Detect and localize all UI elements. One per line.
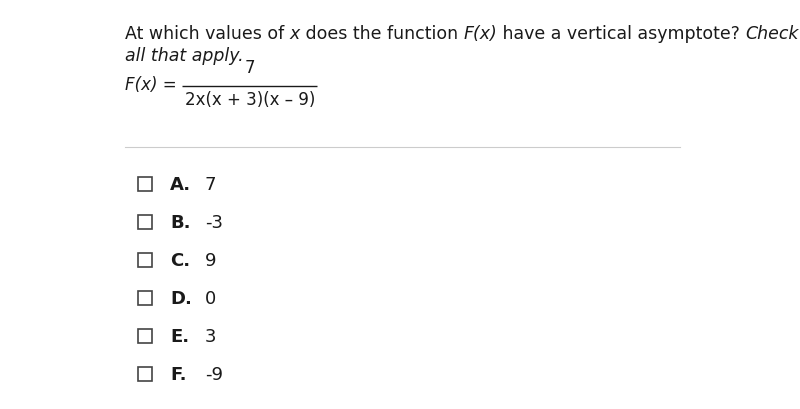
Text: B.: B. [170,213,190,231]
Text: Check: Check [746,25,799,43]
Text: -9: -9 [205,365,223,383]
Text: F(x): F(x) [464,25,498,43]
Text: 2x(x + 3)(x – 9): 2x(x + 3)(x – 9) [185,91,315,109]
Text: 7: 7 [245,59,255,77]
Text: A.: A. [170,175,191,193]
Text: 0: 0 [205,289,216,307]
Text: have a vertical asymptote?: have a vertical asymptote? [498,25,746,43]
Text: x: x [290,25,300,43]
Text: does the function: does the function [300,25,464,43]
Text: 7: 7 [205,175,217,193]
Text: 9: 9 [205,252,217,270]
Text: At which values of: At which values of [125,25,290,43]
Text: 3: 3 [205,327,217,345]
Text: -3: -3 [205,213,223,231]
Text: E.: E. [170,327,189,345]
Text: C.: C. [170,252,190,270]
Text: D.: D. [170,289,192,307]
Text: F.: F. [170,365,186,383]
Text: all that apply.: all that apply. [125,47,244,65]
Text: F(x) =: F(x) = [125,76,177,94]
